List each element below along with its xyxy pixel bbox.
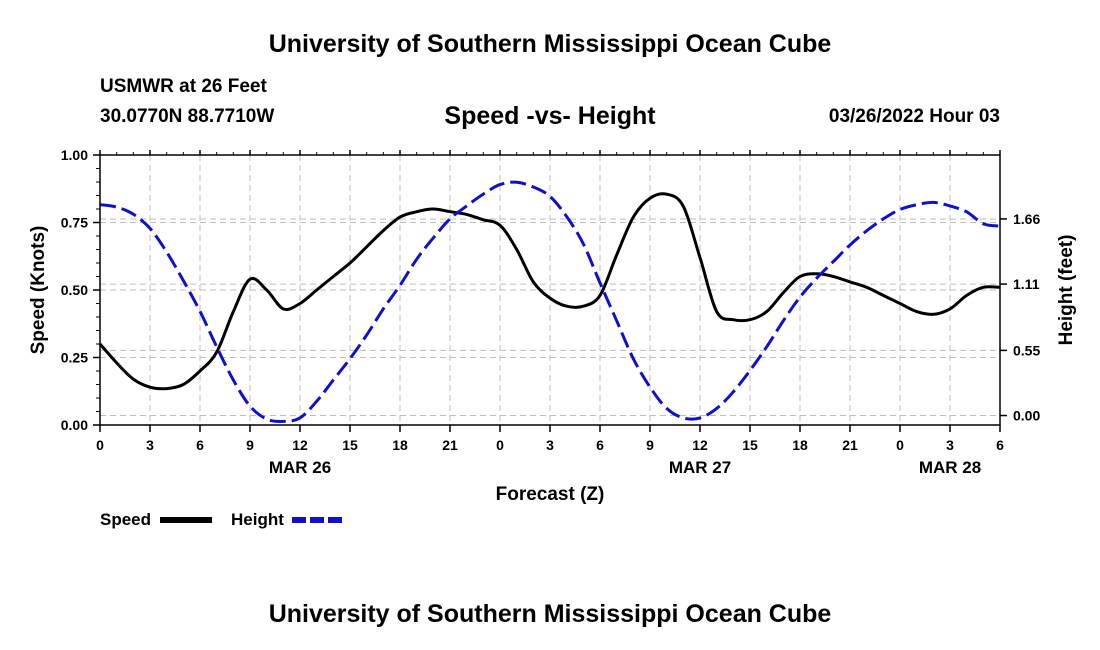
- x-tick-label: 21: [442, 437, 458, 453]
- series-layer: [98, 180, 1001, 423]
- footer-title: University of Southern Mississippi Ocean…: [268, 600, 832, 628]
- x-tick-label: 3: [146, 437, 154, 453]
- y-tick-label: 1.00: [61, 147, 88, 163]
- station-label: USMWR at 26 Feet: [100, 76, 267, 97]
- y2-axis-title: Height (feet): [1056, 235, 1077, 346]
- x-date-label: MAR 28: [919, 458, 981, 477]
- series-line-speed: [98, 192, 1001, 391]
- station-coordinates: 30.0770N 88.7710W: [100, 106, 275, 127]
- y-tick-label: 0.50: [61, 282, 88, 298]
- tick-layer: 0 3 6 9 12 15 18 21 0 3 6 9 12 15 18 21 0 3 6 MAR 26 MAR 27 M…: [61, 147, 1041, 477]
- forecast-datetime: 03/26/2022 Hour 03: [828, 106, 1000, 127]
- chart-main-title: University of Southern Mississippi Ocean…: [268, 30, 832, 58]
- x-tick-label: 21: [842, 437, 858, 453]
- x-tick-label: 0: [496, 437, 504, 453]
- x-tick-label: 3: [946, 437, 954, 453]
- series-line-height: [99, 180, 1001, 423]
- x-tick-label: 18: [792, 437, 808, 453]
- grid-layer: [100, 155, 1000, 425]
- legend-height-label: Height: [231, 510, 284, 529]
- legend: Speed Height: [100, 510, 344, 529]
- x-date-label: MAR 27: [669, 458, 731, 477]
- x-tick-label: 9: [646, 437, 654, 453]
- y-axis-title: Speed (Knots): [28, 226, 49, 355]
- x-tick-label: 6: [596, 437, 604, 453]
- x-tick-label: 6: [996, 437, 1004, 453]
- y2-tick-label: 1.66: [1013, 211, 1040, 227]
- x-tick-label: 3: [546, 437, 554, 453]
- y2-tick-label: 0.00: [1013, 408, 1040, 424]
- x-tick-label: 12: [292, 437, 308, 453]
- x-tick-label: 15: [742, 437, 758, 453]
- x-tick-label: 0: [96, 437, 104, 453]
- legend-speed-label: Speed: [100, 510, 151, 529]
- x-tick-label: 9: [246, 437, 254, 453]
- x-tick-label: 18: [392, 437, 408, 453]
- y-tick-label: 0.00: [61, 417, 88, 433]
- y-tick-label: 0.25: [61, 350, 88, 366]
- y-tick-label: 0.75: [61, 215, 88, 231]
- y2-tick-label: 0.55: [1013, 342, 1040, 358]
- x-tick-label: 6: [196, 437, 204, 453]
- x-tick-label: 0: [896, 437, 904, 453]
- x-axis-title: Forecast (Z): [496, 484, 605, 505]
- x-date-label: MAR 26: [269, 458, 331, 477]
- x-tick-label: 12: [692, 437, 708, 453]
- x-tick-label: 15: [342, 437, 358, 453]
- chart-subtitle: Speed -vs- Height: [444, 102, 656, 130]
- y2-tick-label: 1.11: [1013, 276, 1040, 292]
